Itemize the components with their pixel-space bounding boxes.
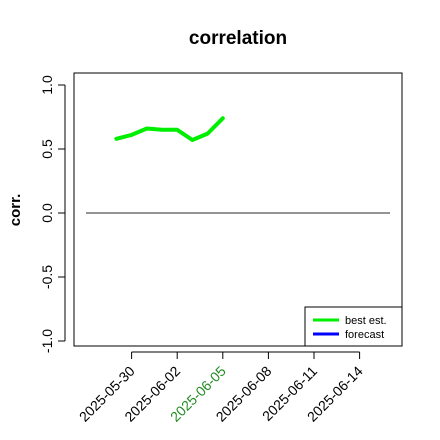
plot-frame [73,72,403,347]
y-axis: -1.0 -0.5 0.0 0.5 1.0 [39,75,66,353]
chart-title: correlation [189,28,287,49]
series-group [114,116,225,142]
legend-box [304,306,403,347]
y-tick-label: -0.5 [39,265,55,289]
y-tick-label: -1.0 [39,329,55,353]
y-axis-label: corr. [7,194,24,227]
series-line-best-est [114,116,225,142]
y-tick-label: 0.5 [39,139,55,159]
legend: best est. forecast [304,306,403,347]
y-tick-label: 0.0 [39,203,55,223]
legend-label-forecast: forecast [345,329,384,341]
y-tick-label: 1.0 [39,75,55,95]
x-axis: 2025-05-302025-06-022025-06-052025-06-08… [76,351,366,425]
legend-label-best-est: best est. [345,315,387,327]
